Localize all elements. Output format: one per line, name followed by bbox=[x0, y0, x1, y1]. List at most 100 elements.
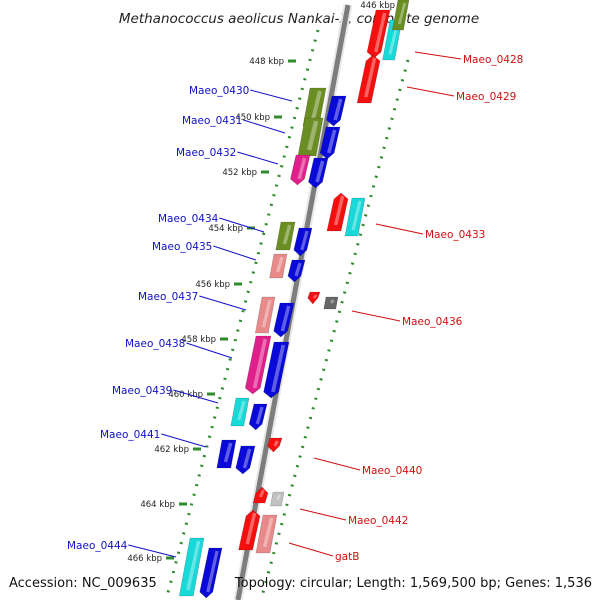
gene-gatb-b-shade bbox=[262, 517, 274, 548]
gene-maeo-0442 bbox=[252, 486, 269, 504]
kbp-label: 456 kbp bbox=[195, 280, 230, 290]
gene-maeo-0438 bbox=[244, 335, 272, 395]
gene-maeo-0439 bbox=[230, 397, 250, 427]
gene-maeo-0438-shade bbox=[252, 338, 268, 389]
gene-maeo-0432b bbox=[308, 157, 329, 189]
gene-gatb-shade bbox=[245, 512, 257, 545]
kbp-label: 448 kbp bbox=[249, 57, 284, 67]
gene-maeo-0442b bbox=[270, 491, 285, 507]
gene-maeo-0431b bbox=[319, 126, 341, 160]
topology-text: Topology: circular; Length: 1,569,500 bp… bbox=[234, 576, 592, 591]
leader-line-left bbox=[243, 119, 286, 134]
gene-label-left: Maeo_0435 bbox=[152, 241, 212, 253]
gene-maeo-0435b-shade bbox=[294, 262, 302, 277]
gene-gatb bbox=[238, 509, 261, 551]
leader-line-left bbox=[186, 342, 233, 359]
gene-label-left: Maeo_0437 bbox=[138, 291, 198, 303]
gene-maeo-0434b-shade bbox=[300, 230, 309, 251]
gene-label-left: Maeo_0430 bbox=[189, 85, 249, 97]
gene-maeo-0428-shade bbox=[374, 12, 387, 53]
kbp-label: 452 kbp bbox=[222, 168, 257, 178]
leader-line-left bbox=[128, 544, 177, 558]
gene-label-right: Maeo_0429 bbox=[456, 91, 516, 103]
gene-maeo-0435b bbox=[287, 259, 306, 283]
gene-maeo-0440-shade bbox=[273, 440, 279, 447]
leader-line-left bbox=[219, 217, 265, 233]
gene-label-right: Maeo_0436 bbox=[402, 316, 463, 328]
gene-maeo-0433-shade bbox=[333, 195, 345, 226]
leader-line-left bbox=[173, 389, 219, 404]
kbp-label: 462 kbp bbox=[154, 445, 189, 455]
gene-layer bbox=[178, 0, 410, 599]
leader-line-right bbox=[414, 51, 462, 60]
gene-maeo-0437-shade bbox=[261, 299, 272, 328]
gene-maeo-0429-shade bbox=[364, 57, 377, 98]
gene-maeo-0434 bbox=[275, 221, 296, 251]
gene-maeo-0431-shade bbox=[306, 120, 319, 151]
leader-line-right bbox=[288, 542, 334, 557]
gene-maeo-0438b-shade bbox=[271, 344, 286, 393]
gene-maeo-0436-shade bbox=[312, 294, 318, 299]
gene-label-left: Maeo_0438 bbox=[125, 338, 185, 350]
kbp-label: 464 kbp bbox=[140, 500, 175, 510]
gene-maeo-0428 bbox=[366, 9, 391, 59]
gene-maeo-0430b-shade bbox=[333, 98, 343, 121]
leader-line-right bbox=[351, 310, 401, 322]
gene-label-left: Maeo_0444 bbox=[67, 540, 128, 552]
leader-line-left bbox=[199, 295, 247, 311]
gene-label-right: gatB bbox=[335, 551, 359, 563]
gene-gatb-b bbox=[255, 514, 278, 554]
gene-maeo-0442-shade bbox=[259, 489, 265, 498]
map-title: Methanococcus aeolicus Nankai-3, complet… bbox=[119, 11, 479, 27]
gene-maeo-0441-shade bbox=[223, 442, 233, 463]
gene-label-left: Maeo_0441 bbox=[100, 429, 160, 441]
gene-maeo-0439-shade bbox=[237, 400, 246, 421]
label-layer: Maeo_0430 Maeo_0431 Maeo_0432 Maeo_0434 Maeo… bbox=[67, 51, 523, 563]
gene-maeo-0440 bbox=[267, 437, 283, 453]
gene-maeo-0433b-shade bbox=[351, 200, 362, 231]
kbp-label: 446 kbp bbox=[360, 1, 395, 11]
gene-maeo-0441 bbox=[216, 439, 237, 469]
gene-maeo-0434-shade bbox=[282, 224, 292, 245]
gene-maeo-0436 bbox=[307, 291, 321, 305]
leader-line-left bbox=[237, 151, 279, 165]
accession-text: Accession: NC_009635 bbox=[9, 576, 157, 591]
gene-maeo-0441b bbox=[235, 445, 256, 475]
leader-line-left bbox=[250, 89, 293, 102]
gene-maeo-0428c bbox=[392, 0, 410, 31]
gene-maeo-0429 bbox=[356, 54, 381, 104]
gene-maeo-0435-shade bbox=[276, 256, 284, 273]
gene-maeo-0444b-shade bbox=[206, 550, 219, 593]
gene-maeo-0441b-shade bbox=[242, 448, 252, 469]
gene-maeo-0444b bbox=[199, 547, 223, 599]
gene-maeo-0444 bbox=[178, 537, 205, 597]
kbp-label: 460 kbp bbox=[168, 390, 203, 400]
leader-line-right bbox=[313, 457, 361, 471]
gene-label-left: Maeo_0439 bbox=[112, 385, 172, 397]
leader-line-right bbox=[375, 223, 424, 235]
gene-maeo-0438b bbox=[263, 341, 290, 399]
gene-maeo-0433 bbox=[326, 192, 349, 232]
gene-maeo-0432-shade bbox=[297, 157, 307, 180]
gene-maeo-0432b-shade bbox=[315, 160, 325, 183]
gene-label-left: Maeo_0431 bbox=[182, 115, 242, 127]
kbp-label: 454 kbp bbox=[208, 224, 243, 234]
gene-maeo-0432 bbox=[290, 154, 311, 186]
gene-label-right: Maeo_0440 bbox=[362, 465, 422, 477]
gene-maeo-0439b bbox=[248, 403, 268, 431]
leader-line-left bbox=[213, 245, 257, 261]
gene-maeo-0436b-shade bbox=[330, 299, 335, 304]
leader-line-right bbox=[406, 86, 455, 97]
gene-maeo-0428c-shade bbox=[397, 2, 407, 25]
kbp-label: 458 kbp bbox=[181, 335, 216, 345]
gene-maeo-0439b-shade bbox=[255, 406, 264, 425]
gene-maeo-0431b-shade bbox=[327, 129, 337, 154]
gene-maeo-0437 bbox=[254, 296, 276, 334]
gene-maeo-0437b bbox=[273, 302, 295, 338]
tick-ring-left bbox=[164, 29, 320, 601]
gene-maeo-0430-shade bbox=[310, 90, 322, 121]
kbp-label: 450 kbp bbox=[235, 113, 270, 123]
gene-maeo-0442b-shade bbox=[276, 494, 282, 501]
